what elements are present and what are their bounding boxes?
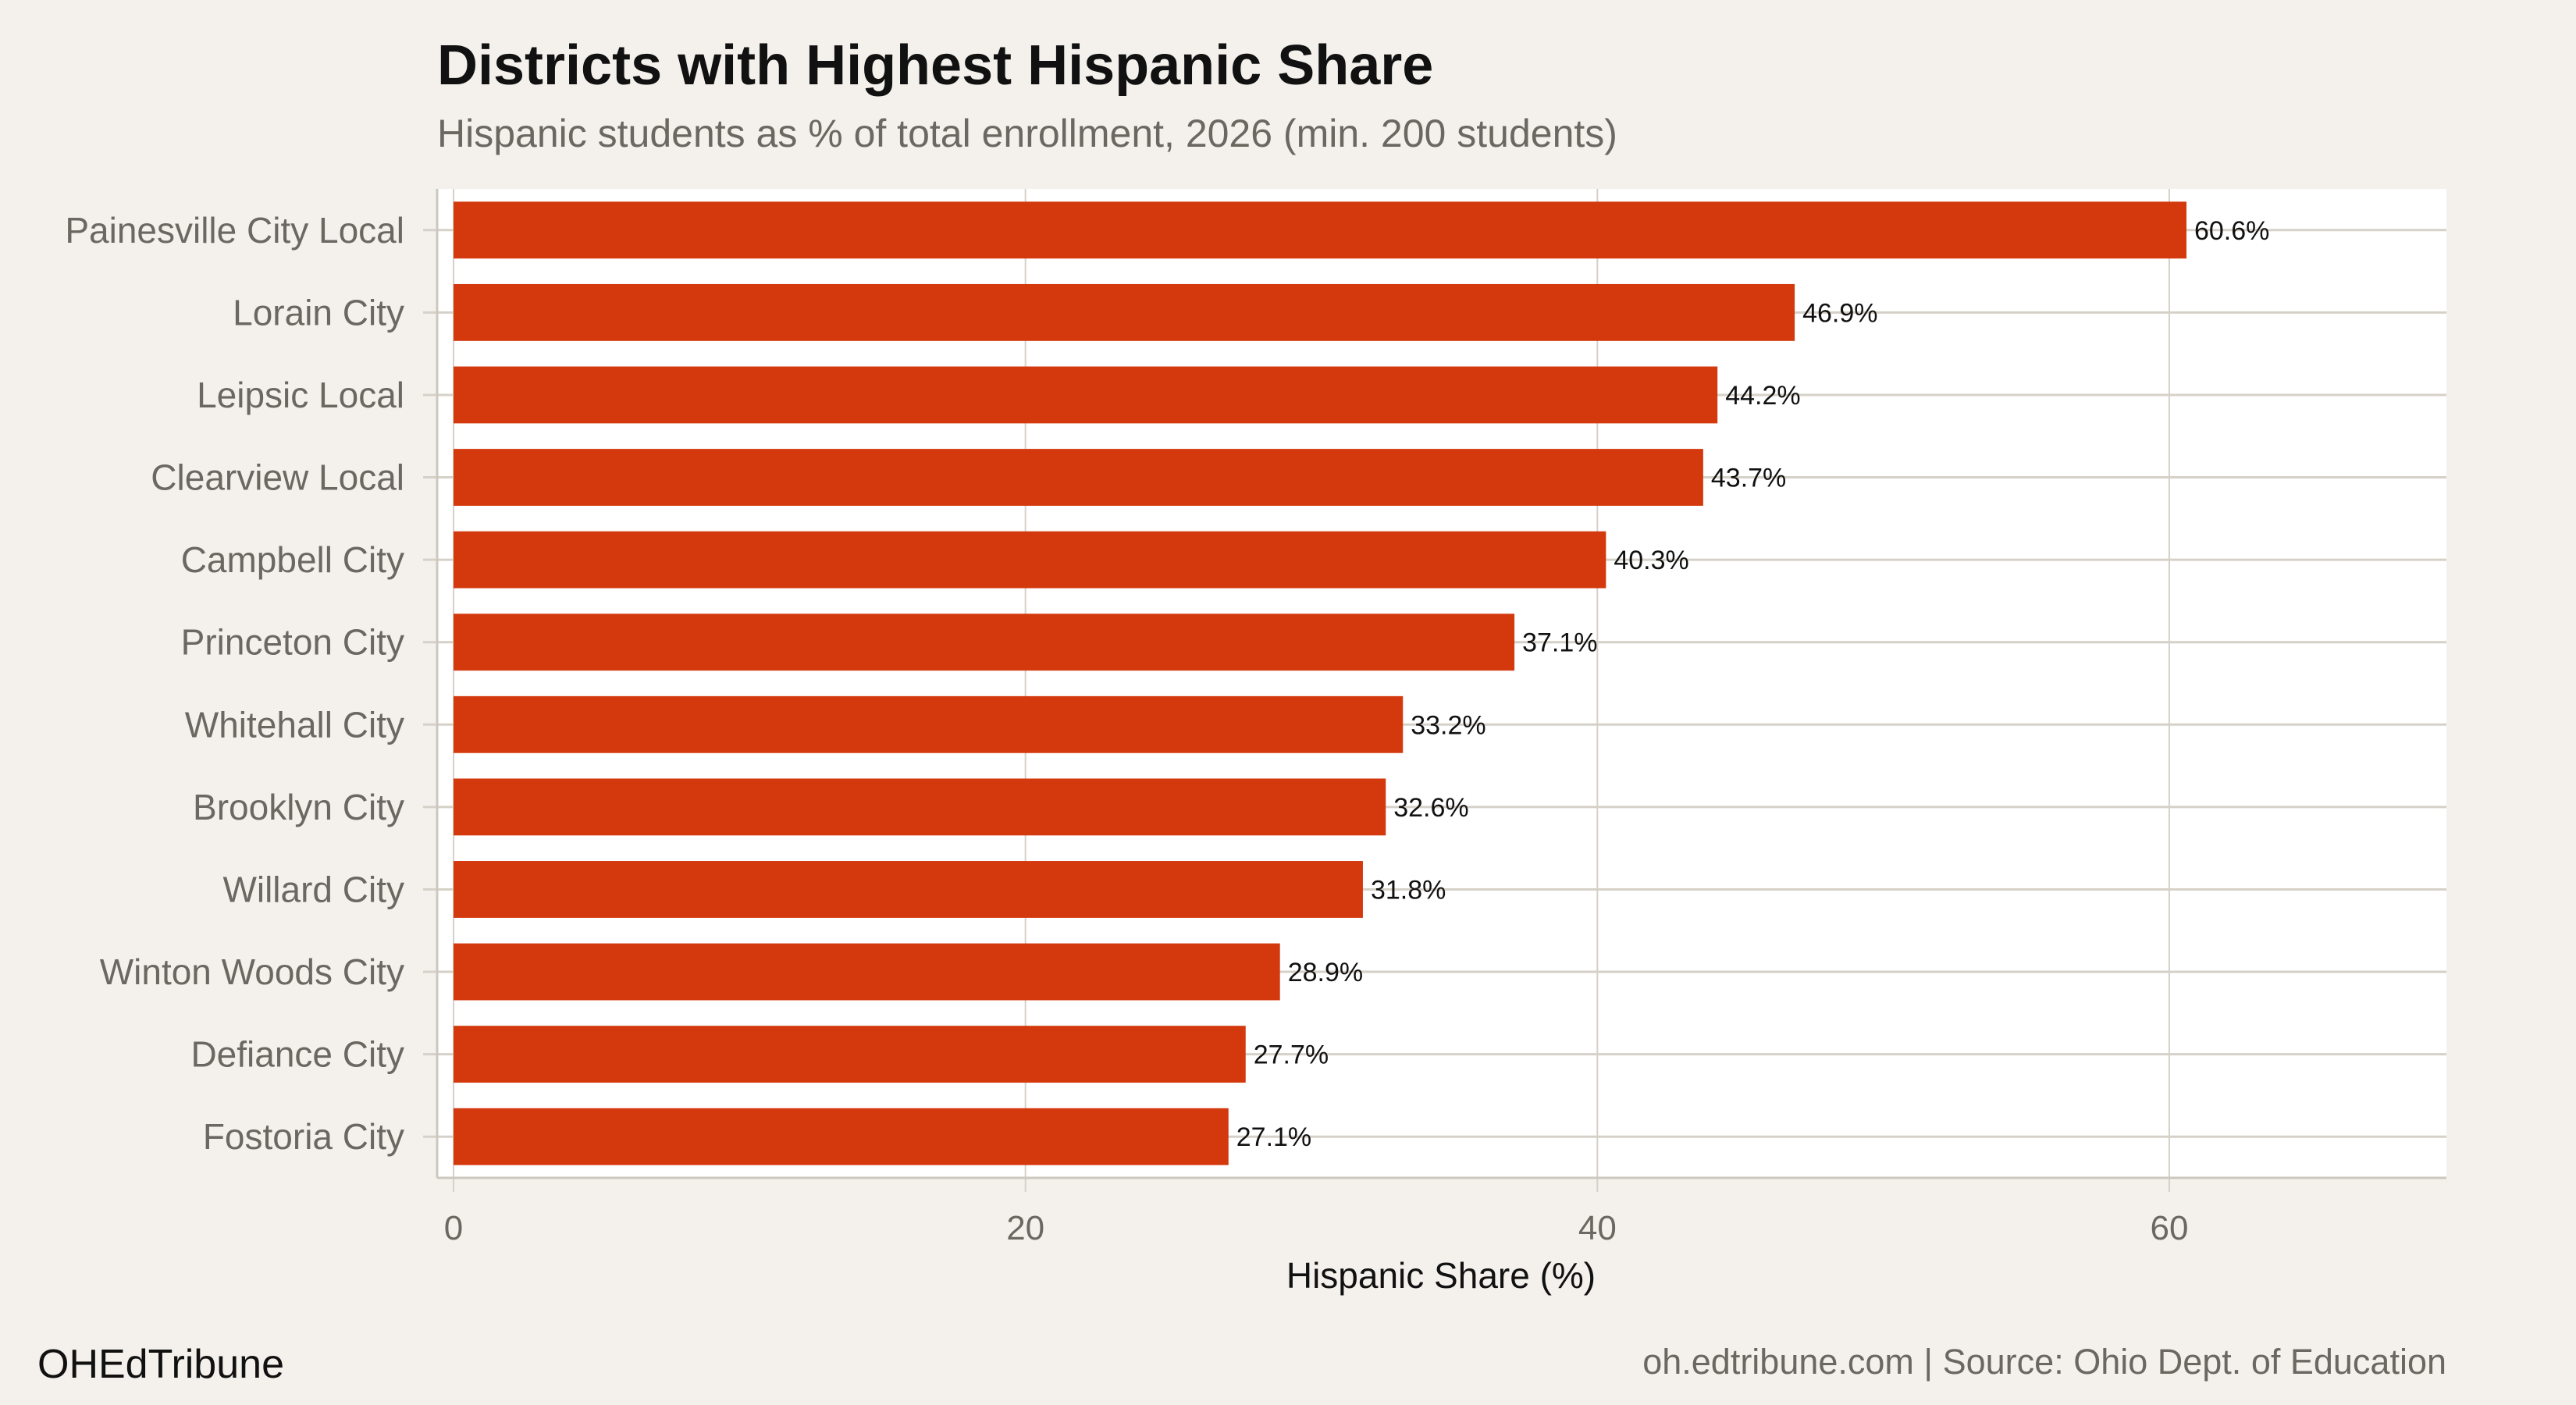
bar — [454, 366, 1718, 424]
category-label: Clearview Local — [151, 457, 404, 498]
category-label: Campbell City — [181, 539, 404, 580]
bar — [454, 283, 1795, 341]
data-label: 32.6% — [1393, 793, 1468, 823]
brand-logo-text: OHEdTribune — [37, 1342, 284, 1387]
bar — [454, 943, 1280, 1001]
x-tick-label: 0 — [444, 1209, 463, 1247]
plot-panel — [437, 189, 2446, 1178]
bar — [454, 201, 2186, 259]
x-axis-title: Hispanic Share (%) — [1286, 1255, 1596, 1296]
category-label: Lorain City — [233, 292, 404, 333]
x-tick-label: 40 — [1578, 1209, 1617, 1247]
chart-title: Districts with Highest Hispanic Share — [437, 34, 1433, 97]
data-label: 27.7% — [1254, 1040, 1329, 1070]
data-label: 33.2% — [1411, 710, 1485, 740]
data-label: 44.2% — [1725, 381, 1800, 411]
category-label: Brooklyn City — [193, 787, 404, 827]
data-label: 28.9% — [1288, 958, 1363, 987]
data-label: 43.7% — [1711, 464, 1786, 493]
category-label: Princeton City — [181, 622, 404, 663]
data-label: 40.3% — [1614, 546, 1688, 575]
category-label: Winton Woods City — [100, 951, 404, 992]
x-tick-labels: 0 20 40 60 — [444, 1209, 2189, 1247]
bar — [454, 778, 1386, 836]
data-label: 60.6% — [2194, 216, 2269, 246]
data-label: 27.1% — [1236, 1122, 1311, 1152]
category-label: Leipsic Local — [197, 375, 404, 415]
bar — [454, 531, 1606, 589]
chart-subtitle: Hispanic students as % of total enrollme… — [437, 112, 1617, 155]
category-label: Whitehall City — [185, 704, 404, 745]
bar — [454, 861, 1363, 918]
category-label: Painesville City Local — [65, 210, 404, 251]
x-tick-label: 20 — [1006, 1209, 1044, 1247]
data-label: 37.1% — [1522, 628, 1597, 658]
x-tick-label: 60 — [2151, 1209, 2189, 1247]
category-label: Willard City — [222, 869, 404, 909]
category-labels: Painesville City Local Lorain City Leipsic… — [65, 210, 404, 1157]
data-label: 31.8% — [1371, 875, 1446, 905]
bar — [454, 449, 1703, 506]
category-label: Fostoria City — [203, 1116, 404, 1157]
bar — [454, 1026, 1246, 1083]
category-label: Defiance City — [190, 1034, 404, 1075]
source-note: oh.edtribune.com | Source: Ohio Dept. of… — [1642, 1342, 2446, 1382]
bar — [454, 1108, 1229, 1165]
bar — [454, 614, 1515, 671]
data-label: 46.9% — [1802, 298, 1877, 328]
bars: 60.6% 46.9% 44.2% 43.7% 40.3% 37.1% 33.2% 32.6%… — [454, 201, 2269, 1165]
bar — [454, 695, 1404, 753]
